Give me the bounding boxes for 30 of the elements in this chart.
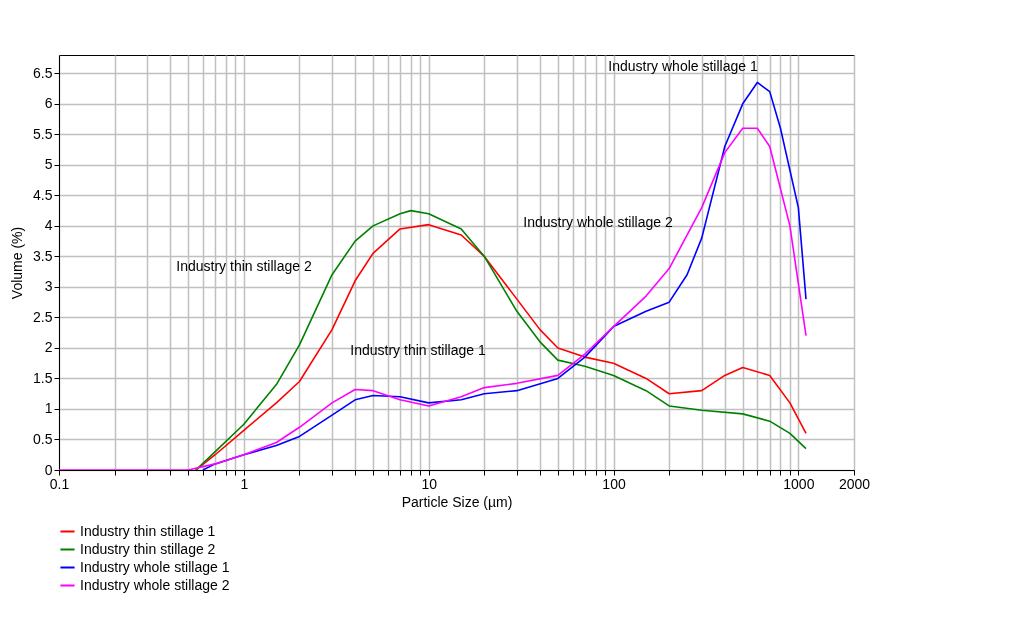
y-tick-label: 6 <box>44 95 53 112</box>
x-tick-label: 1000 <box>783 475 815 492</box>
y-tick-label: 4.5 <box>33 186 53 203</box>
y-tick-label: 2 <box>44 339 53 356</box>
x-tick-label: 100 <box>602 475 626 492</box>
x-tick-label: 2000 <box>838 475 871 492</box>
y-tick-label: 0 <box>44 461 53 478</box>
y-tick-label: 1 <box>44 400 53 417</box>
y-tick-label: 0.5 <box>33 430 53 447</box>
x-tick-label: 10 <box>421 475 438 492</box>
y-tick-label: 1.5 <box>33 369 53 386</box>
y-tick-label: 5 <box>44 156 53 173</box>
y-axis-title: Volume (%) <box>9 226 26 300</box>
legend-label: Industry thin stillage 2 <box>80 540 216 557</box>
text: Industry whole stillage 2 <box>523 214 673 230</box>
legend-label: Industry whole stillage 1 <box>80 558 230 575</box>
text: Industry whole stillage 1 <box>608 58 758 74</box>
y-tick-label: 6.5 <box>33 64 53 81</box>
legend-label: Industry whole stillage 2 <box>80 576 230 593</box>
x-axis-title: Particle Size (µm) <box>401 493 513 510</box>
y-tick-label: 4 <box>44 217 53 234</box>
y-tick-label: 2.5 <box>33 308 53 325</box>
x-tick-label: 1 <box>240 475 249 492</box>
x-tick-label: 0.1 <box>49 475 70 492</box>
text: Industry thin stillage 1 <box>350 342 486 358</box>
y-tick-label: 3.5 <box>33 247 53 264</box>
y-tick-label: 3 <box>44 278 53 295</box>
legend-label: Industry thin stillage 1 <box>80 522 216 539</box>
y-tick-label: 5.5 <box>33 125 53 142</box>
text: Industry thin stillage 2 <box>176 258 312 274</box>
